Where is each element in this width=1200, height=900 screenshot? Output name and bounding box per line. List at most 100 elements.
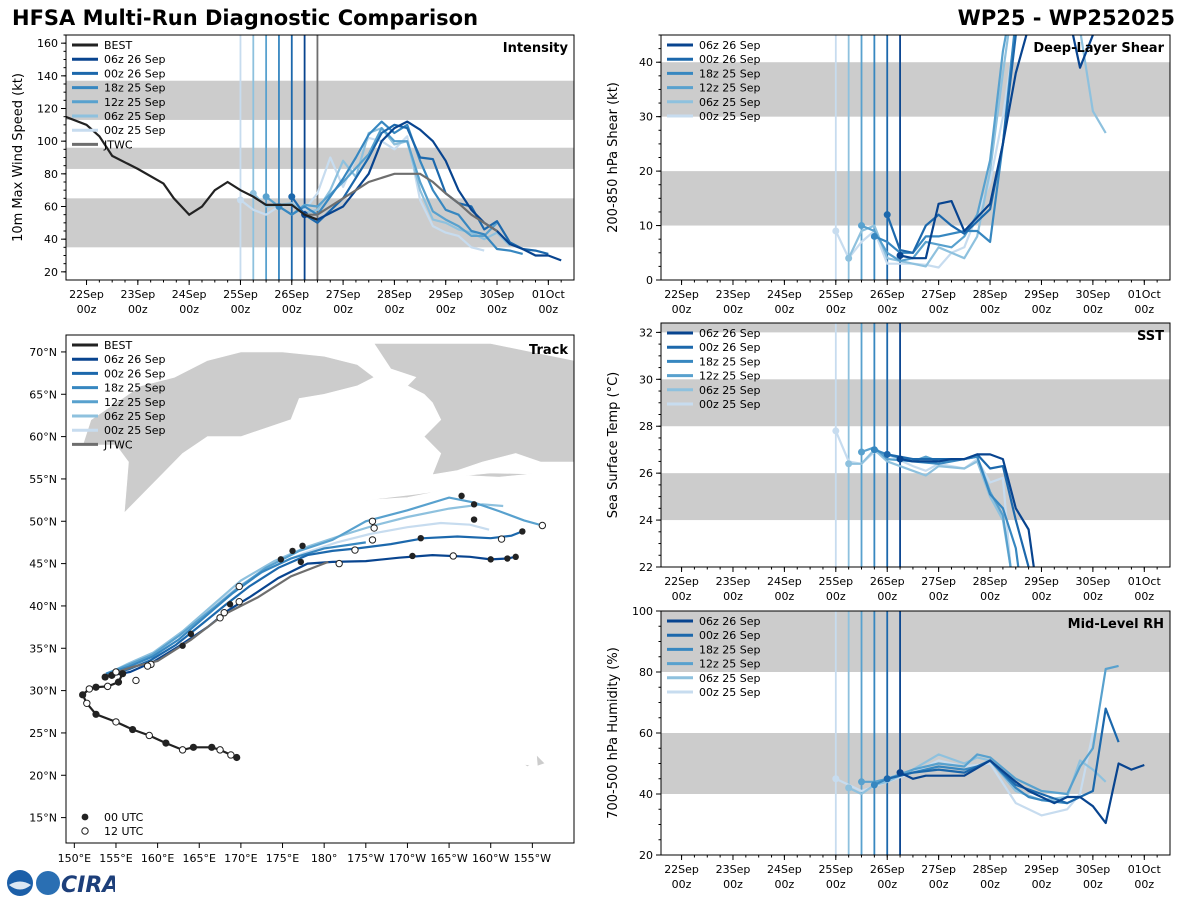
- x-tick-label: 00z: [826, 878, 846, 891]
- y-tick-label: 160: [37, 37, 58, 50]
- legend-label: 06z 26 Sep: [104, 353, 166, 366]
- lat-tick-label: 20°N: [29, 769, 57, 782]
- track-point-12utc: [370, 524, 378, 532]
- x-tick-label: 29Sep: [1024, 288, 1059, 301]
- x-tick-label: 00z: [1134, 590, 1154, 603]
- land-polygon: [373, 343, 574, 476]
- rh-chart: 20 40 60 80 100 22Sep 00z 23Sep 00z 24Sep 00z 25Sep…: [606, 605, 1171, 891]
- x-tick-label: 00z: [877, 303, 897, 316]
- legend-label: 00z 26 Sep: [699, 629, 761, 642]
- x-tick-label: 00z: [929, 878, 949, 891]
- shaded-band: [66, 80, 574, 120]
- legend-label: BEST: [104, 39, 132, 52]
- track-point-00utc: [187, 630, 195, 638]
- y-tick-label: 40: [44, 233, 58, 246]
- series-line: [847, 35, 1107, 268]
- series-start-point: [832, 775, 840, 783]
- track-point-00utc: [470, 501, 478, 508]
- land-polygon: [365, 490, 441, 501]
- land-polygon: [465, 472, 533, 478]
- legend-label: 06z 25 Sep: [104, 110, 166, 123]
- lon-tick-label: 165°W: [430, 852, 467, 865]
- track-point-12utc: [497, 535, 506, 543]
- legend-label: 18z 25 Sep: [104, 82, 166, 95]
- legend-label: 12z 25 Sep: [104, 96, 166, 109]
- globe-icon: [36, 871, 60, 895]
- shaded-band: [661, 611, 1170, 672]
- x-tick-label: 27Sep: [921, 863, 956, 876]
- lat-tick-label: 65°N: [29, 388, 57, 401]
- x-tick-label: 00z: [282, 303, 302, 316]
- series-start-point: [288, 193, 296, 201]
- y-axis-label: 700-500 hPa Humidity (%): [606, 647, 621, 819]
- panel-title: Mid-Level RH: [1068, 617, 1164, 632]
- series-line: [886, 35, 1017, 254]
- x-tick-label: 24Sep: [767, 288, 802, 301]
- x-tick-label: 26Sep: [274, 288, 309, 301]
- series-line: [304, 120, 562, 262]
- best-point-12utc: [83, 699, 91, 707]
- legend-label: 00 UTC: [104, 811, 144, 824]
- x-tick-label: 00z: [672, 590, 692, 603]
- storm-id-title: WP25 - WP252025: [957, 6, 1175, 30]
- x-tick-label: 00z: [980, 303, 1000, 316]
- plot-area: [661, 323, 1170, 567]
- plot-area: [66, 35, 574, 280]
- track-point-12utc: [143, 662, 152, 670]
- lat-tick-label: 70°N: [29, 346, 57, 359]
- legend-label: BEST: [104, 339, 132, 352]
- page-title: HFSA Multi-Run Diagnostic Comparison: [12, 6, 479, 30]
- x-tick-label: 01Oct: [1128, 288, 1162, 301]
- x-tick-label: 00z: [672, 878, 692, 891]
- y-tick-label: 40: [639, 788, 653, 801]
- x-tick-label: 23Sep: [120, 288, 155, 301]
- track-point-12utc: [368, 517, 377, 525]
- best-point-12utc: [112, 668, 120, 676]
- x-tick-label: 00z: [1134, 303, 1154, 316]
- track-point-00utc: [289, 547, 296, 555]
- series-start-point: [858, 222, 866, 230]
- lon-tick-label: 175°W: [347, 852, 384, 865]
- x-tick-label: 00z: [723, 590, 743, 603]
- x-tick-label: 25Sep: [223, 288, 258, 301]
- y-tick-label: 100: [632, 605, 653, 618]
- x-tick-label: 22Sep: [69, 288, 104, 301]
- x-tick-label: 00z: [1083, 590, 1103, 603]
- x-tick-label: 00z: [723, 303, 743, 316]
- y-tick-label: 32: [639, 326, 653, 339]
- legend-label: 06z 25 Sep: [104, 410, 166, 423]
- legend-label: 06z 26 Sep: [699, 39, 761, 52]
- legend-label: 06z 26 Sep: [104, 53, 166, 66]
- track-point-12utc: [335, 559, 343, 568]
- series-line: [899, 35, 1094, 260]
- legend-label: 12z 25 Sep: [104, 396, 166, 409]
- legend-label: 06z 26 Sep: [699, 615, 761, 628]
- x-tick-label: 00z: [877, 590, 897, 603]
- series-start-point: [845, 784, 853, 792]
- x-tick-label: 00z: [333, 303, 353, 316]
- series-line: [886, 707, 1120, 805]
- legend-label: 00z 25 Sep: [699, 686, 761, 699]
- track-line: [107, 503, 504, 675]
- legend-label: 06z 25 Sep: [699, 672, 761, 685]
- legend-label: 12 UTC: [104, 825, 144, 838]
- track-point-12utc: [538, 521, 547, 530]
- series-start-point: [896, 252, 904, 259]
- x-tick-label: 00z: [929, 590, 949, 603]
- best-point-12utc: [85, 685, 94, 693]
- legend-label: JTWC: [103, 138, 133, 151]
- track-point-12utc: [235, 582, 243, 591]
- series-start-point: [236, 196, 244, 204]
- x-tick-label: 00z: [385, 303, 405, 316]
- shaded-band: [661, 62, 1170, 117]
- plot-area: [661, 35, 1170, 280]
- x-tick-label: 30Sep: [480, 288, 515, 301]
- cira-logo: CIRA: [7, 870, 115, 898]
- x-tick-label: 23Sep: [716, 863, 751, 876]
- legend-label: JTWC: [103, 438, 133, 451]
- panel-title: Intensity: [503, 41, 569, 56]
- lon-tick-label: 170°E: [224, 852, 257, 865]
- x-tick-label: 00z: [826, 590, 846, 603]
- track-point-00utc: [226, 601, 234, 608]
- shaded-band: [661, 171, 1170, 226]
